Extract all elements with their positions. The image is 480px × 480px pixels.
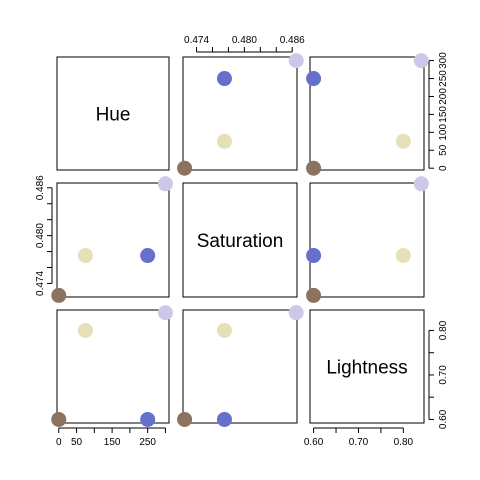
diagonal-label-lightness: Lightness	[326, 358, 407, 379]
tick-label-lightness-0: 0.60	[304, 437, 324, 448]
tick-label-hue-0: 0	[56, 437, 62, 448]
tick-label-lightness-2: 0.70	[438, 365, 449, 385]
tick-label-saturation-0: 0.474	[184, 35, 209, 46]
diagonal-label-hue: Hue	[96, 105, 131, 126]
point-1-lightness-vs-saturation	[177, 411, 193, 427]
panel-lightness-vs-hue	[56, 309, 170, 424]
point-4-saturation-vs-hue	[157, 176, 173, 192]
point-1-saturation-vs-hue	[51, 287, 67, 303]
point-4-saturation-vs-lightness	[413, 176, 429, 192]
tick-label-hue-2: 100	[438, 124, 449, 141]
tick-label-hue-5: 250	[438, 70, 449, 87]
point-2-hue-vs-lightness	[395, 133, 411, 149]
tick-label-lightness-0: 0.60	[438, 409, 449, 429]
point-3-lightness-vs-saturation	[216, 411, 232, 427]
tick-label-hue-4: 200	[438, 88, 449, 105]
point-1-lightness-vs-hue	[51, 411, 67, 427]
tick-label-hue-3: 150	[104, 437, 121, 448]
tick-label-lightness-2: 0.70	[349, 437, 369, 448]
diagonal-label-saturation: Saturation	[197, 231, 284, 252]
panel-lightness-vs-lightness	[309, 309, 425, 424]
points-layer	[51, 53, 429, 427]
panel-saturation-vs-hue	[56, 182, 170, 298]
point-2-lightness-vs-saturation	[216, 322, 232, 338]
panel-hue-vs-hue	[56, 56, 170, 171]
point-4-lightness-vs-saturation	[288, 305, 304, 321]
panel-hue-vs-saturation	[182, 56, 298, 171]
tick-label-hue-1: 50	[438, 144, 449, 156]
axes-layer: 0 50 150 250 0.474 0.480 0.486 0.60 0.70 0.80 0.47…	[35, 35, 449, 448]
point-3-saturation-vs-lightness	[306, 248, 322, 264]
point-3-hue-vs-lightness	[306, 71, 322, 87]
point-3-lightness-vs-hue	[140, 411, 156, 427]
tick-label-lightness-4: 0.80	[394, 437, 414, 448]
point-3-saturation-vs-hue	[140, 248, 156, 264]
tick-label-hue-5: 250	[139, 437, 156, 448]
diagonal-labels-layer: Hue Saturation Lightness	[96, 105, 408, 379]
panel-lightness-vs-saturation	[182, 309, 298, 424]
panel-hue-vs-lightness	[309, 56, 425, 171]
point-2-lightness-vs-hue	[77, 322, 93, 338]
tick-label-hue-1: 50	[71, 437, 83, 448]
tick-label-hue-6: 300	[438, 52, 449, 69]
point-1-hue-vs-lightness	[306, 160, 322, 176]
tick-label-saturation-6: 0.486	[35, 175, 46, 200]
panel-saturation-vs-saturation	[182, 182, 298, 298]
point-2-hue-vs-saturation	[216, 133, 232, 149]
tick-label-saturation-0: 0.474	[35, 271, 46, 296]
point-4-hue-vs-lightness	[413, 53, 429, 69]
point-3-hue-vs-saturation	[216, 71, 232, 87]
panel-saturation-vs-lightness	[309, 182, 425, 298]
tick-label-lightness-4: 0.80	[438, 320, 449, 340]
tick-label-saturation-3: 0.480	[232, 35, 257, 46]
point-4-hue-vs-saturation	[288, 53, 304, 69]
point-2-saturation-vs-hue	[77, 248, 93, 264]
tick-label-hue-0: 0	[438, 165, 449, 171]
panels-layer	[56, 56, 425, 424]
tick-label-saturation-3: 0.480	[35, 223, 46, 248]
point-4-lightness-vs-hue	[157, 305, 173, 321]
tick-label-saturation-6: 0.486	[280, 35, 305, 46]
point-2-saturation-vs-lightness	[395, 248, 411, 264]
tick-label-hue-3: 150	[438, 106, 449, 123]
point-1-hue-vs-saturation	[177, 160, 193, 176]
point-1-saturation-vs-lightness	[306, 287, 322, 303]
